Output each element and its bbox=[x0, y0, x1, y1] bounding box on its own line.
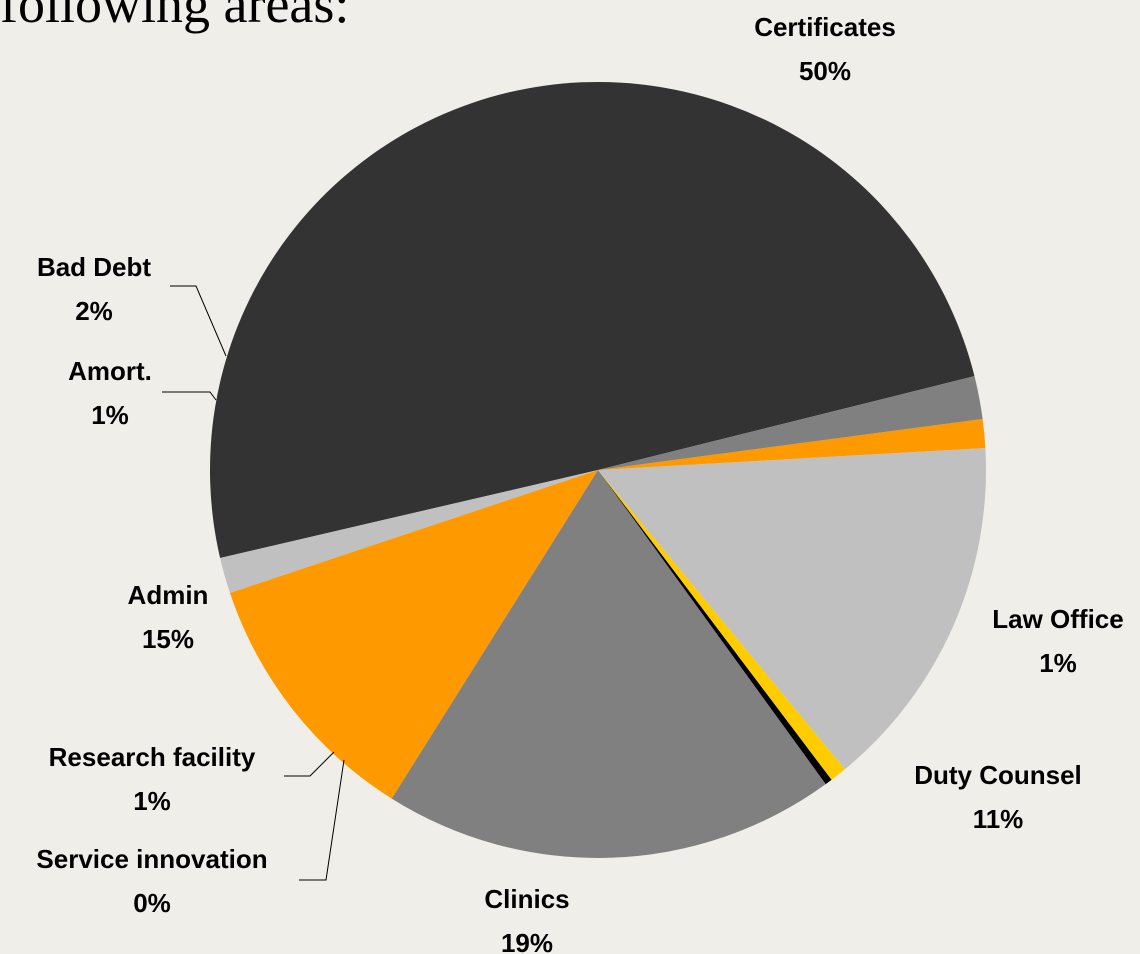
slice-label-percent: 1% bbox=[91, 400, 129, 430]
slice-label-percent: 50% bbox=[799, 56, 851, 86]
slice-label: Clinics 19% bbox=[484, 884, 569, 954]
slice-label-name: Service innovation bbox=[36, 844, 267, 874]
slice-label: Admin 15% bbox=[128, 580, 209, 654]
slice-label-name: Certificates bbox=[754, 12, 896, 42]
slice-label-name: Duty Counsel bbox=[914, 760, 1082, 790]
slice-labels: Certificates 50% Law Office 1% Duty Counsel 1… bbox=[36, 12, 1123, 954]
slice-label-name: Amort. bbox=[68, 356, 152, 386]
pie-slice-amort bbox=[598, 419, 986, 470]
slice-label-name: Admin bbox=[128, 580, 209, 610]
pie-slice-service-innovation bbox=[598, 470, 832, 785]
slice-label-percent: 11% bbox=[973, 804, 1024, 834]
slice-label-name: Law Office bbox=[992, 604, 1123, 634]
leader-lines bbox=[162, 285, 345, 881]
pie-slices bbox=[209, 81, 986, 858]
slice-label-name: Research facility bbox=[49, 742, 256, 772]
pie-slice-admin bbox=[598, 447, 986, 770]
slice-label: Service innovation 0% bbox=[36, 844, 267, 918]
pie-slice-bad-debt bbox=[598, 376, 983, 470]
slice-label: Bad Debt 2% bbox=[37, 252, 151, 326]
page-heading: following areas: bbox=[0, 0, 350, 34]
leader-line bbox=[170, 285, 227, 357]
slice-label-percent: 15% bbox=[142, 624, 194, 654]
slice-label-percent: 2% bbox=[75, 296, 113, 326]
slice-label-percent: 1% bbox=[1039, 648, 1077, 678]
slice-label-percent: 19% bbox=[501, 928, 553, 954]
slice-label: Amort. 1% bbox=[68, 356, 152, 430]
slice-label: Duty Counsel 11% bbox=[914, 760, 1082, 834]
leader-line bbox=[284, 751, 335, 777]
pie-slice-duty-counsel bbox=[230, 470, 598, 799]
pie-slice-clinics bbox=[391, 470, 826, 858]
slice-label: Certificates 50% bbox=[754, 12, 896, 86]
pie-slice-certificates bbox=[209, 81, 975, 558]
slice-label-percent: 0% bbox=[133, 888, 171, 918]
slice-label-name: Clinics bbox=[484, 884, 569, 914]
slice-label-percent: 1% bbox=[133, 786, 171, 816]
leader-line bbox=[162, 391, 217, 401]
slice-label-name: Bad Debt bbox=[37, 252, 151, 282]
slice-label: Law Office 1% bbox=[992, 604, 1123, 678]
pie-slice-research-facility bbox=[598, 470, 845, 780]
leader-line bbox=[299, 759, 345, 881]
pie-slice-law-office bbox=[220, 470, 598, 593]
slice-label: Research facility 1% bbox=[49, 742, 256, 816]
